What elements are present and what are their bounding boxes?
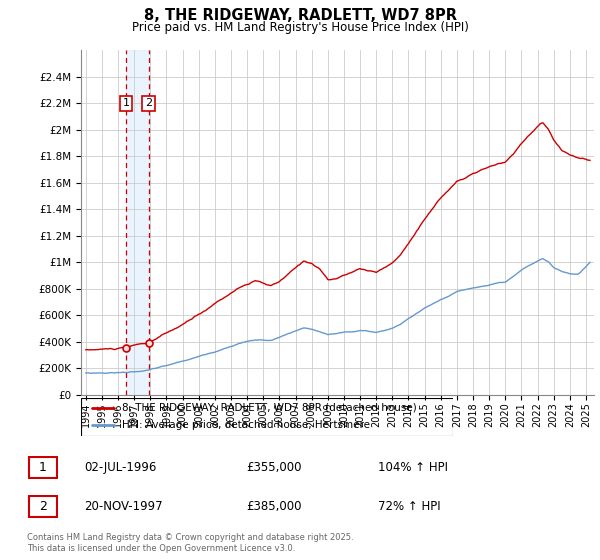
- Text: £355,000: £355,000: [246, 461, 302, 474]
- Text: 1: 1: [38, 461, 47, 474]
- Text: 72% ↑ HPI: 72% ↑ HPI: [378, 500, 440, 514]
- Text: 1: 1: [122, 99, 130, 109]
- Text: 02-JUL-1996: 02-JUL-1996: [84, 461, 157, 474]
- Text: 20-NOV-1997: 20-NOV-1997: [84, 500, 163, 514]
- Text: 8, THE RIDGEWAY, RADLETT, WD7 8PR: 8, THE RIDGEWAY, RADLETT, WD7 8PR: [143, 8, 457, 24]
- Text: 2: 2: [145, 99, 152, 109]
- Text: 104% ↑ HPI: 104% ↑ HPI: [378, 461, 448, 474]
- Text: 8, THE RIDGEWAY, RADLETT, WD7 8PR (detached house): 8, THE RIDGEWAY, RADLETT, WD7 8PR (detac…: [122, 403, 416, 413]
- Text: 2: 2: [38, 500, 47, 514]
- Bar: [126, 50, 149, 395]
- Text: Price paid vs. HM Land Registry's House Price Index (HPI): Price paid vs. HM Land Registry's House …: [131, 21, 469, 34]
- Text: £385,000: £385,000: [246, 500, 302, 514]
- Text: Contains HM Land Registry data © Crown copyright and database right 2025.
This d: Contains HM Land Registry data © Crown c…: [27, 533, 353, 553]
- Text: HPI: Average price, detached house, Hertsmere: HPI: Average price, detached house, Hert…: [122, 420, 370, 430]
